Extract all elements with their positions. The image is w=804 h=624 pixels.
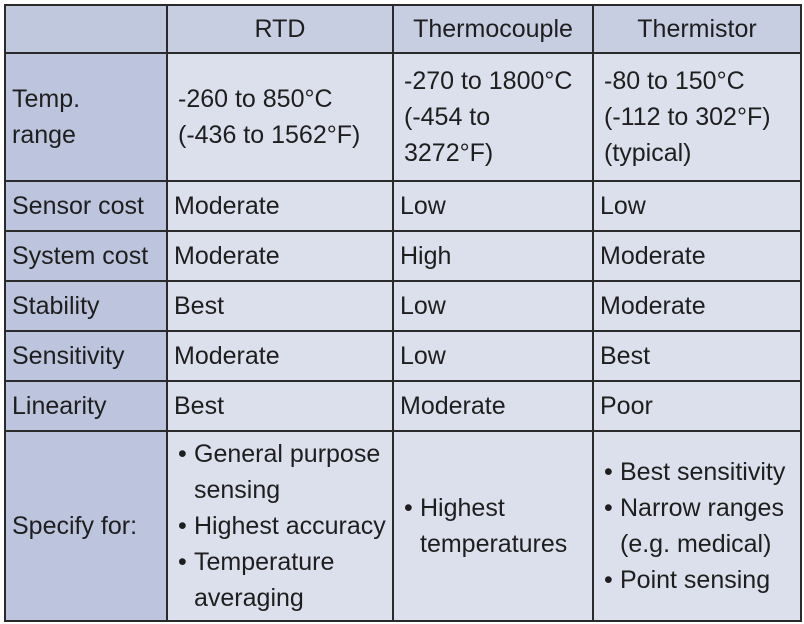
cell: Moderate [592,230,802,282]
cell-line: (-112 to 302°F) [604,103,771,131]
table-body: Temp. range -260 to 850°C (-436 to 1562°F) -… [4,52,802,622]
column-header: RTD [166,4,394,54]
comparison-table: RTD Thermocouple Thermistor Temp. range -260… [4,4,802,622]
cell: Moderate [166,330,394,382]
bullet-line: Highest accuracy [194,512,386,540]
cell: Best [166,380,394,432]
bullet-item: Highest accuracy [174,508,386,544]
row-label: System cost [4,230,168,282]
bullet-item: Point sensing [600,562,794,598]
cell: Best [592,330,802,382]
table-row: Sensor cost Moderate Low Low [4,180,802,232]
bullet-line: Highest [420,494,505,522]
cell: Low [392,180,594,232]
bullet-line: Narrow ranges [620,494,784,522]
cell: Moderate [592,280,802,332]
column-header: Thermocouple [392,4,594,54]
bullet-item: Best sensitivity [600,454,794,490]
cell: High [392,230,594,282]
row-label: Linearity [4,380,168,432]
table-row: Stability Best Low Moderate [4,280,802,332]
column-header: Thermistor [592,4,802,54]
cell: Moderate [166,180,394,232]
cell-line: (-454 to 3272°F) [404,103,494,167]
cell: General purpose sensing Highest accuracy Te… [166,430,394,622]
header-row: RTD Thermocouple Thermistor [4,4,802,54]
row-label: Sensor cost [4,180,168,232]
bullet-line: Best sensitivity [620,458,786,486]
row-label: Sensitivity [4,330,168,382]
bullet-line: Temperature [194,548,335,576]
label-line: Stability [12,292,100,320]
table-row: Specify for: General purpose sensing Highes… [4,430,802,622]
label-line: System cost [12,242,149,270]
table-row: Linearity Best Moderate Poor [4,380,802,432]
label-line: Temp. [12,85,81,113]
bullet-line: temperatures [420,530,568,558]
table-row: Temp. range -260 to 850°C (-436 to 1562°F) -… [4,52,802,182]
table-row: Sensitivity Moderate Low Best [4,330,802,382]
row-label: Stability [4,280,168,332]
cell: Moderate [392,380,594,432]
cell: Moderate [166,230,394,282]
row-label: Specify for: [4,430,168,622]
bullet-item: General purpose sensing [174,436,386,508]
bullet-item: Narrow ranges (e.g. medical) [600,490,794,562]
cell-line: -80 to 150°C [604,67,745,95]
bullet-item: Highest temperatures [400,490,586,562]
bullet-item: Temperature averaging [174,544,386,616]
cell: -260 to 850°C (-436 to 1562°F) [166,52,394,182]
cell: -80 to 150°C (-112 to 302°F) (typical) [592,52,802,182]
cell-line: (typical) [604,139,692,167]
label-line: Specify for: [12,512,138,540]
table-row: System cost Moderate High Moderate [4,230,802,282]
bullet-line: Point sensing [620,566,771,594]
cell: Low [592,180,802,232]
bullet-line: averaging [194,584,304,612]
cell-line: -260 to 850°C [178,85,333,113]
label-line: Sensitivity [12,342,125,370]
corner-cell [4,4,168,54]
cell: Low [392,280,594,332]
cell: Best [166,280,394,332]
cell: -270 to 1800°C (-454 to 3272°F) [392,52,594,182]
cell: Poor [592,380,802,432]
cell: Low [392,330,594,382]
cell-line: -270 to 1800°C [404,67,573,95]
row-label: Temp. range [4,52,168,182]
cell: Best sensitivity Narrow ranges (e.g. medic… [592,430,802,622]
label-line: Linearity [12,392,107,420]
bullet-line: General purpose [194,440,381,468]
label-line: range [12,121,76,149]
bullet-line: (e.g. medical) [620,530,772,558]
label-line: Sensor cost [12,192,145,220]
cell-line: (-436 to 1562°F) [178,121,361,149]
cell: Highest temperatures [392,430,594,622]
bullet-line: sensing [194,476,281,504]
